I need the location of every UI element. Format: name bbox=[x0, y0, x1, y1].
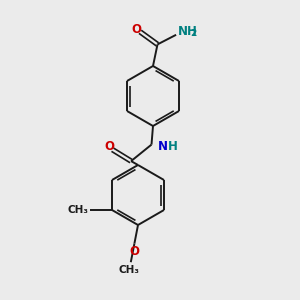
Text: O: O bbox=[131, 23, 142, 36]
Text: CH₃: CH₃ bbox=[119, 265, 140, 275]
Text: H: H bbox=[168, 140, 178, 154]
Text: NH: NH bbox=[178, 25, 197, 38]
Text: N: N bbox=[158, 140, 168, 154]
Text: 2: 2 bbox=[190, 29, 197, 38]
Text: O: O bbox=[104, 140, 115, 153]
Text: CH₃: CH₃ bbox=[67, 205, 88, 215]
Text: O: O bbox=[129, 245, 140, 258]
